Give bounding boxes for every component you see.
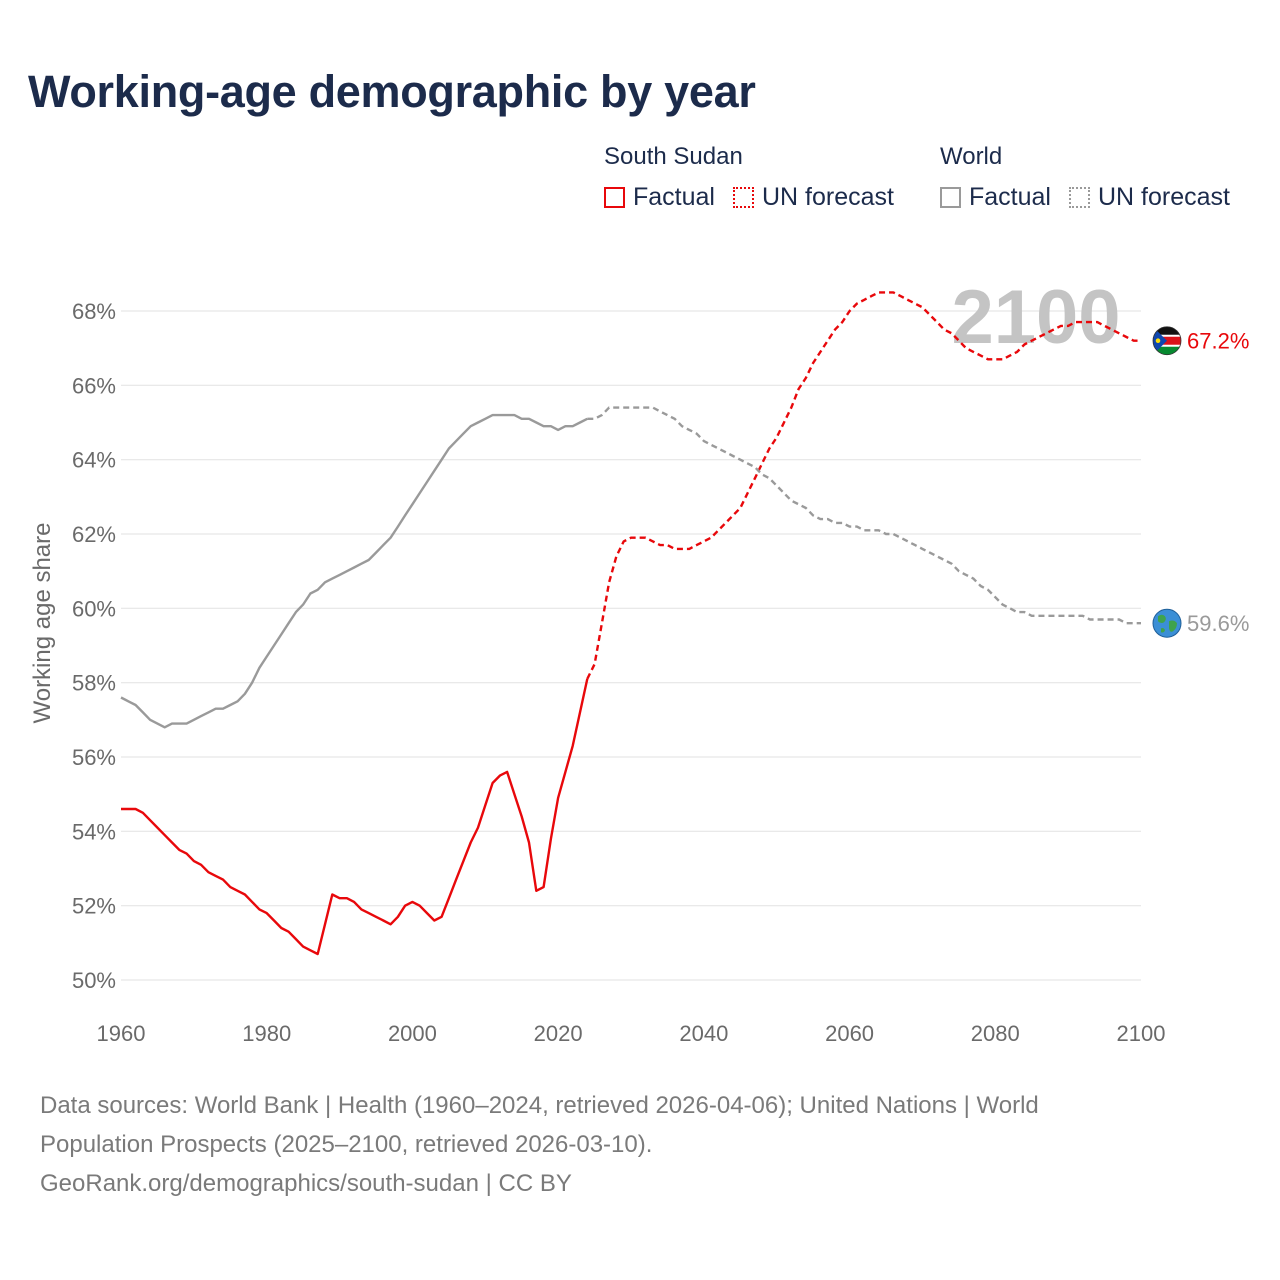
- x-tick-label: 2040: [679, 1021, 728, 1046]
- y-tick-label: 54%: [72, 819, 116, 844]
- legend-swatch-dotted: [1068, 187, 1090, 208]
- footer-line: Data sources: World Bank | Health (1960–…: [40, 1092, 1039, 1119]
- y-axis-label: Working age share: [29, 523, 56, 724]
- legend-item-world-factual[interactable]: Factual: [940, 183, 1051, 212]
- x-tick-label: 2000: [388, 1021, 437, 1046]
- y-tick-label: 64%: [72, 448, 116, 473]
- x-axis-ticks: 1960 1980 2000 2020 2040 2060 2080 2100: [97, 1021, 1166, 1046]
- series-lines: [120, 291, 1141, 956]
- legend-swatch-solid: [940, 187, 961, 208]
- y-tick-label: 68%: [72, 299, 116, 324]
- legend-world: World Factual UN forecast: [940, 143, 1248, 212]
- legend-item-south-sudan-forecast[interactable]: UN forecast: [732, 183, 894, 212]
- x-tick-label: 2100: [1117, 1021, 1166, 1046]
- x-tick-label: 1960: [97, 1021, 146, 1046]
- footer-line: GeoRank.org/demographics/south-sudan | C…: [40, 1170, 572, 1197]
- end-value-label: 67.2%: [1187, 329, 1249, 354]
- globe-icon: [1152, 608, 1182, 638]
- y-tick-label: 62%: [72, 522, 116, 547]
- y-tick-label: 66%: [72, 373, 116, 398]
- year-watermark: 2100: [951, 275, 1120, 360]
- legend-group-title: South Sudan: [604, 143, 743, 170]
- y-tick-label: 56%: [72, 745, 116, 770]
- end-labels: 67.2% 59.6%: [1152, 326, 1249, 638]
- series-line-south-sudan-forecast: [586, 291, 1141, 680]
- y-tick-label: 50%: [72, 968, 116, 993]
- legend-swatch-dotted: [732, 187, 754, 208]
- legend-label: Factual: [633, 183, 715, 211]
- chart-title: Working-age demographic by year: [28, 66, 756, 117]
- y-tick-label: 58%: [72, 671, 116, 696]
- footer-sources: Data sources: World Bank | Health (1960–…: [40, 1086, 1190, 1203]
- y-tick-label: 52%: [72, 894, 116, 919]
- footer-line: Population Prospects (2025–2100, retriev…: [40, 1131, 653, 1158]
- legend-swatch-solid: [604, 187, 625, 208]
- y-tick-label: 60%: [72, 596, 116, 621]
- legend-label: UN forecast: [761, 183, 894, 211]
- legend-south-sudan: South Sudan Factual UN forecast: [604, 143, 912, 212]
- south-sudan-flag-icon: [1152, 326, 1182, 356]
- legend-item-world-forecast[interactable]: UN forecast: [1068, 183, 1230, 212]
- legend-item-south-sudan-factual[interactable]: Factual: [604, 183, 715, 212]
- series-line-world-forecast: [587, 406, 1141, 625]
- y-axis-ticks: 50% 52% 54% 56% 58% 60% 62% 64% 66% 68%: [72, 299, 116, 993]
- legend-group-title: World: [940, 143, 1003, 170]
- legend-label: UN forecast: [1097, 183, 1230, 211]
- end-value-label: 59.6%: [1187, 611, 1249, 636]
- x-tick-label: 1980: [242, 1021, 291, 1046]
- gridlines: [121, 310, 1141, 981]
- series-line-world-factual: [120, 413, 588, 729]
- legend-label: Factual: [969, 183, 1051, 211]
- x-tick-label: 2080: [971, 1021, 1020, 1046]
- series-line-south-sudan-factual: [121, 678, 589, 956]
- x-tick-label: 2020: [534, 1021, 583, 1046]
- x-tick-label: 2060: [825, 1021, 874, 1046]
